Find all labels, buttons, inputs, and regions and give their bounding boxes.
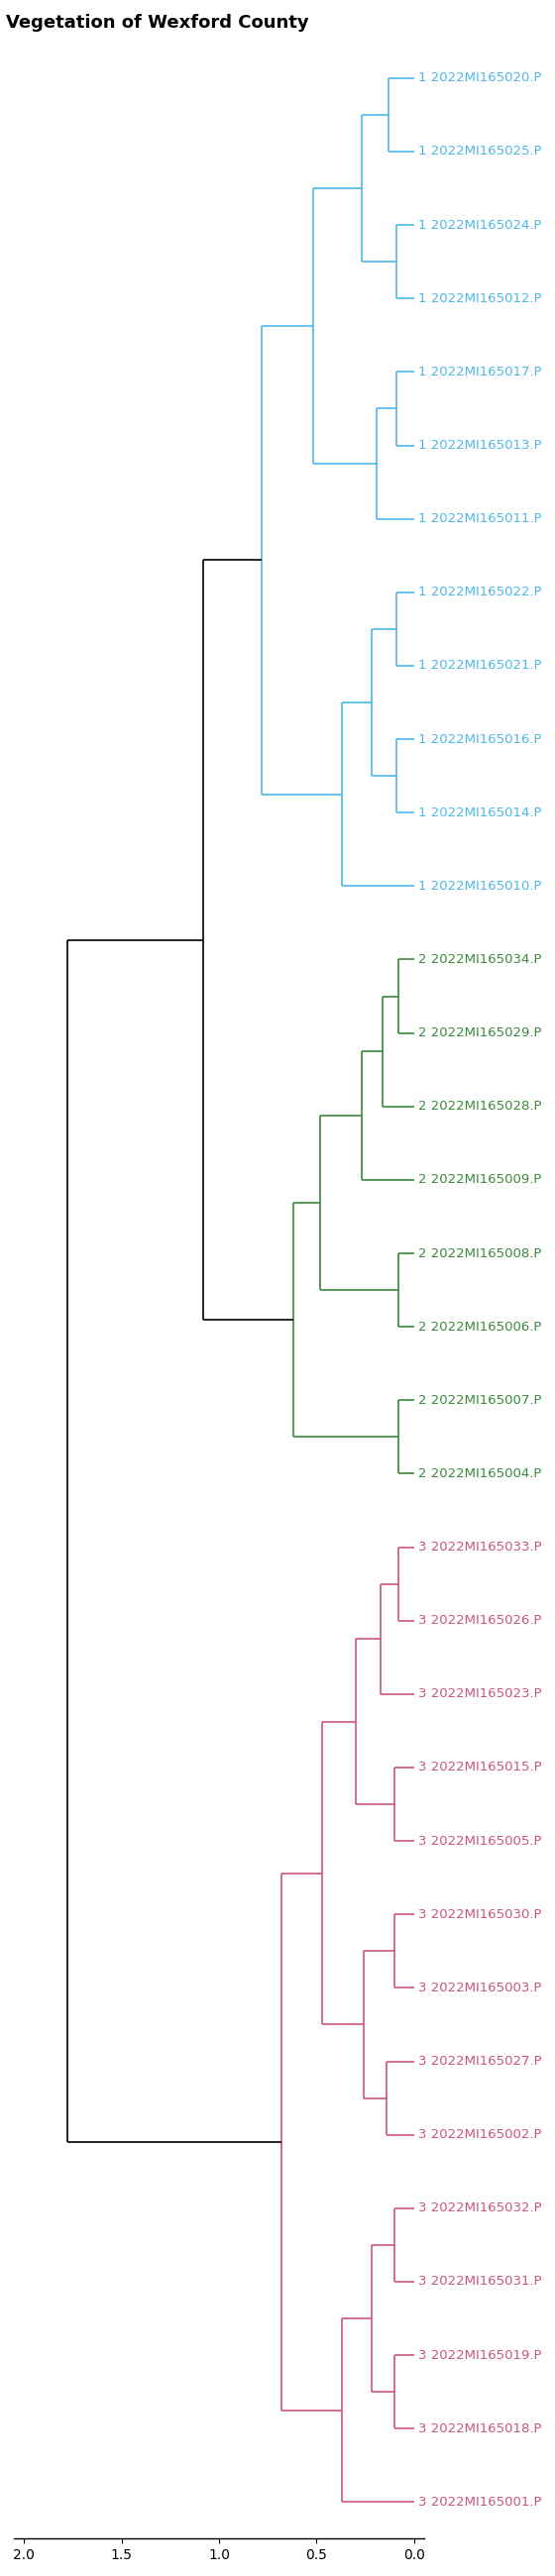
Text: 2 2022MI165008.P: 2 2022MI165008.P	[418, 1247, 541, 1260]
Text: 3 2022MI165023.P: 3 2022MI165023.P	[418, 1687, 542, 1700]
Text: 3 2022MI165015.P: 3 2022MI165015.P	[418, 1762, 542, 1775]
Text: 3 2022MI165032.P: 3 2022MI165032.P	[418, 2202, 542, 2215]
Text: 2 2022MI165004.P: 2 2022MI165004.P	[418, 1468, 541, 1481]
Text: 1 2022MI165022.P: 1 2022MI165022.P	[418, 585, 542, 598]
Text: 2 2022MI165009.P: 2 2022MI165009.P	[418, 1175, 541, 1188]
Text: 3 2022MI165005.P: 3 2022MI165005.P	[418, 1834, 542, 1847]
Text: 3 2022MI165027.P: 3 2022MI165027.P	[418, 2056, 542, 2069]
Text: 1 2022MI165010.P: 1 2022MI165010.P	[418, 878, 542, 891]
Text: 3 2022MI165001.P: 3 2022MI165001.P	[418, 2496, 542, 2509]
Text: 3 2022MI165002.P: 3 2022MI165002.P	[418, 2128, 542, 2141]
Text: 3 2022MI165019.P: 3 2022MI165019.P	[418, 2349, 542, 2362]
Text: 2 2022MI165034.P: 2 2022MI165034.P	[418, 953, 542, 966]
Text: 3 2022MI165030.P: 3 2022MI165030.P	[418, 1909, 542, 1922]
Text: 3 2022MI165026.P: 3 2022MI165026.P	[418, 1615, 542, 1628]
Text: 3 2022MI165033.P: 3 2022MI165033.P	[418, 1540, 542, 1553]
Text: 1 2022MI165020.P: 1 2022MI165020.P	[418, 72, 542, 85]
Text: 1 2022MI165024.P: 1 2022MI165024.P	[418, 219, 542, 232]
Text: 1 2022MI165025.P: 1 2022MI165025.P	[418, 144, 542, 157]
Text: 3 2022MI165003.P: 3 2022MI165003.P	[418, 1981, 542, 1994]
Text: Vegetation of Wexford County: Vegetation of Wexford County	[6, 13, 309, 31]
Text: 1 2022MI165021.P: 1 2022MI165021.P	[418, 659, 542, 672]
Text: 2 2022MI165006.P: 2 2022MI165006.P	[418, 1321, 541, 1334]
Text: 2 2022MI165029.P: 2 2022MI165029.P	[418, 1028, 542, 1041]
Text: 2 2022MI165007.P: 2 2022MI165007.P	[418, 1394, 542, 1406]
Text: 1 2022MI165017.P: 1 2022MI165017.P	[418, 366, 542, 379]
Text: 1 2022MI165012.P: 1 2022MI165012.P	[418, 291, 542, 304]
Text: 3 2022MI165031.P: 3 2022MI165031.P	[418, 2275, 542, 2287]
Text: 1 2022MI165011.P: 1 2022MI165011.P	[418, 513, 542, 526]
Text: 1 2022MI165016.P: 1 2022MI165016.P	[418, 732, 542, 744]
Text: 2 2022MI165028.P: 2 2022MI165028.P	[418, 1100, 542, 1113]
Text: 1 2022MI165013.P: 1 2022MI165013.P	[418, 438, 542, 451]
Text: 1 2022MI165014.P: 1 2022MI165014.P	[418, 806, 542, 819]
Text: 3 2022MI165018.P: 3 2022MI165018.P	[418, 2421, 542, 2434]
